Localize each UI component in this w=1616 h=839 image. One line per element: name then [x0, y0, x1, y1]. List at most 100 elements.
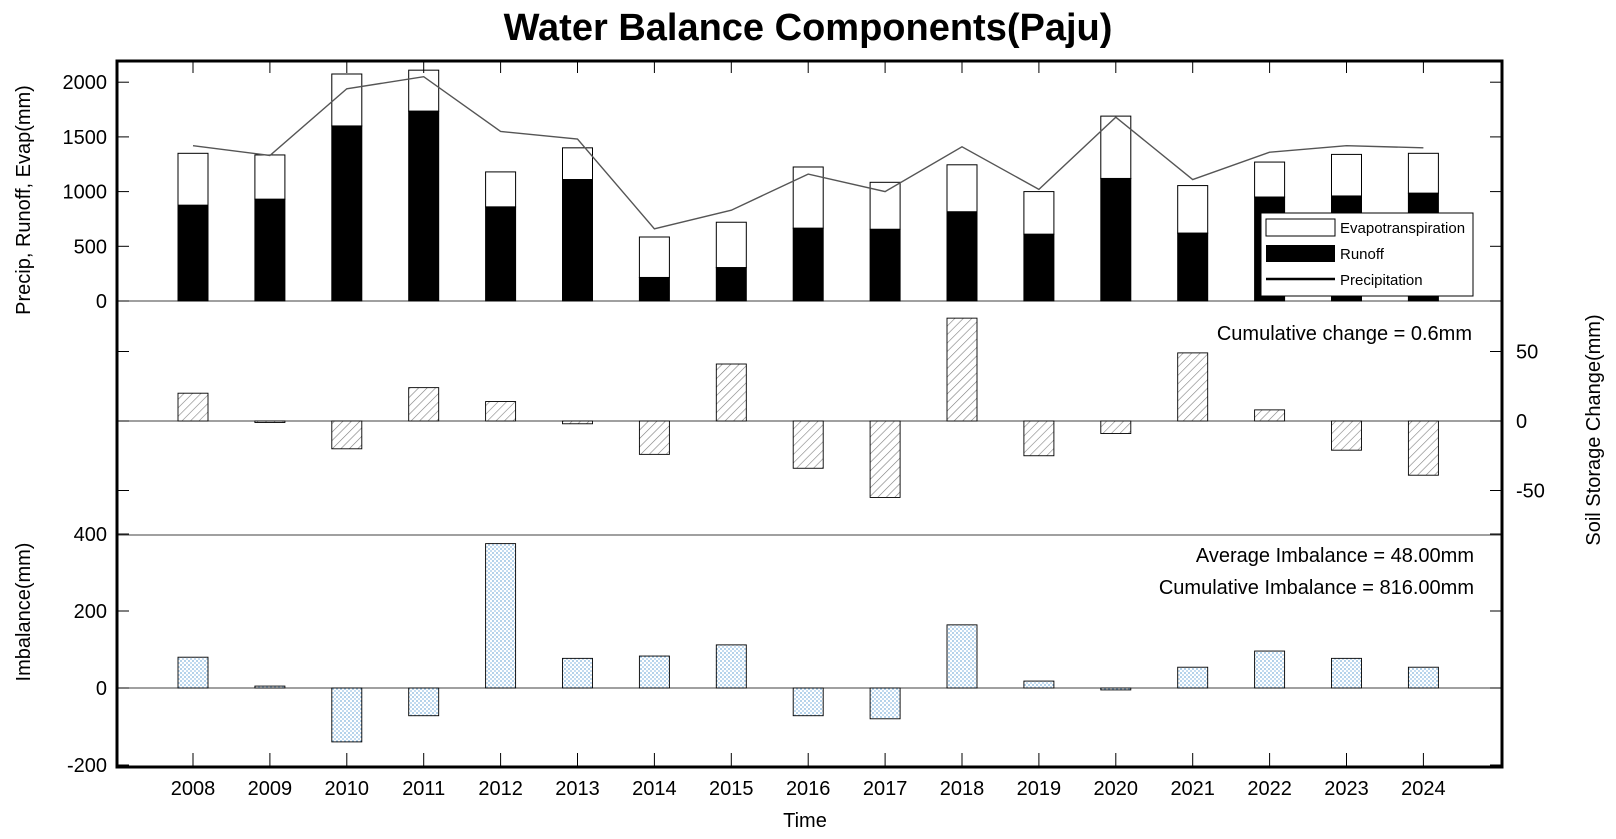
evap-bar [1023, 191, 1055, 235]
x-tick-label: 2019 [1017, 778, 1062, 800]
imbalance-bar [715, 644, 747, 689]
soil-y-tick-label: 0 [1516, 411, 1527, 433]
soil-storage-bar [792, 420, 824, 469]
soil-storage-bar [408, 387, 440, 422]
evap-bar [869, 181, 901, 230]
soil-storage-bar [715, 363, 747, 422]
x-tick-label: 2022 [1247, 778, 1292, 800]
runoff-bar [1177, 232, 1209, 302]
precipitation-line [192, 75, 1424, 230]
runoff-bar [408, 110, 440, 302]
top-y-tick-label: 500 [74, 236, 107, 258]
evap-bar [715, 221, 747, 269]
x-tick-label: 2018 [940, 778, 985, 800]
imbalance-bar [1177, 666, 1209, 689]
runoff-bar [562, 179, 593, 302]
x-tick-label: 2016 [786, 778, 831, 800]
soil-storage-bar [638, 420, 670, 455]
imbalance-y-tick-label: -200 [67, 755, 107, 777]
legend-swatch-runoff [1266, 245, 1335, 262]
soil-storage-bar [485, 401, 517, 422]
evap-bar [562, 147, 593, 181]
runoff-bar [715, 267, 747, 302]
imbalance-bar [1023, 680, 1055, 689]
soil-y-tick-label: -50 [1516, 481, 1545, 503]
imbalance-bar [562, 657, 593, 689]
evap-bar [1254, 161, 1286, 198]
soil-y-tick-label: 50 [1516, 342, 1538, 364]
evap-bar [254, 154, 286, 200]
x-axis-label: Time [783, 810, 827, 832]
soil-storage-bar [1023, 420, 1055, 457]
cumulative-imbalance-annotation: Cumulative Imbalance = 816.00mm [1159, 577, 1474, 599]
soil-storage-bar [254, 420, 286, 423]
soil-y-axis-label: Soil Storage Change(mm) [1583, 314, 1605, 545]
runoff-bar [177, 204, 209, 302]
runoff-bar [946, 211, 978, 302]
soil-storage-bar [1100, 420, 1132, 434]
imbalance-bar [946, 624, 978, 689]
runoff-bar [792, 227, 824, 302]
imbalance-bar [177, 656, 209, 689]
soil-storage-bar [1254, 409, 1286, 422]
soil-storage-bar [331, 420, 363, 450]
x-tick-label: 2010 [325, 778, 370, 800]
x-tick-label: 2021 [1170, 778, 1215, 800]
x-tick-label: 2012 [478, 778, 523, 800]
imbalance-y-tick-label: 0 [96, 678, 107, 700]
runoff-bar [254, 198, 286, 302]
x-tick-label: 2008 [171, 778, 216, 800]
soil-storage-bar [562, 420, 593, 425]
imbalance-bar [254, 685, 286, 689]
imbalance-bar [408, 687, 440, 717]
top-y-tick-label: 1000 [63, 182, 108, 204]
evap-bar [638, 236, 670, 278]
imbalance-bar [1331, 657, 1362, 689]
top-y-tick-label: 2000 [63, 72, 108, 94]
imbalance-bar [1407, 666, 1439, 689]
imbalance-y-axis-label: Imbalance(mm) [13, 543, 35, 682]
cumulative-change-annotation: Cumulative change = 0.6mm [1217, 323, 1472, 345]
imbalance-bar [1100, 687, 1132, 691]
evap-bar [946, 164, 978, 213]
x-tick-label: 2015 [709, 778, 754, 800]
runoff-bar [869, 228, 901, 302]
evap-bar [1407, 152, 1439, 194]
x-tick-label: 2011 [402, 778, 445, 800]
top-y-axis-label: Precip, Runoff, Evap(mm) [13, 85, 35, 315]
x-tick-label: 2017 [863, 778, 908, 800]
legend: Evapotranspiration Runoff Precipitation [1260, 212, 1474, 297]
imbalance-y-tick-label: 400 [74, 524, 107, 546]
runoff-bar [331, 125, 363, 302]
soil-storage-bar [946, 317, 978, 422]
soil-storage-bar [1331, 420, 1362, 451]
runoff-bar [485, 206, 517, 302]
x-tick-label: 2014 [632, 778, 677, 800]
evap-bar [1177, 185, 1209, 234]
imbalance-y-tick-label: 200 [74, 601, 107, 623]
plot-frame [115, 59, 1504, 769]
imbalance-bar [1254, 650, 1286, 689]
soil-storage-bar [177, 392, 209, 422]
evap-bar [485, 171, 517, 208]
x-tick-label: 2024 [1401, 778, 1446, 800]
imbalance-bar [638, 655, 670, 689]
legend-label-precipitation: Precipitation [1340, 272, 1423, 289]
evap-bar [1331, 153, 1362, 197]
runoff-bar [638, 276, 670, 302]
x-tick-label: 2013 [555, 778, 600, 800]
legend-swatch-evapotranspiration [1265, 218, 1336, 237]
legend-label-runoff: Runoff [1340, 246, 1385, 263]
x-tick-label: 2023 [1324, 778, 1369, 800]
evap-bar [1100, 115, 1132, 179]
evap-bar [331, 73, 363, 127]
runoff-bar [1023, 233, 1055, 302]
x-tick-label: 2009 [248, 778, 293, 800]
imbalance-bar [869, 687, 901, 720]
imbalance-bar [792, 687, 824, 717]
chart-title: Water Balance Components(Paju) [504, 7, 1113, 49]
soil-storage-bar [1407, 420, 1439, 476]
legend-label-evapotranspiration: Evapotranspiration [1340, 220, 1465, 237]
imbalance-bar [331, 687, 363, 743]
